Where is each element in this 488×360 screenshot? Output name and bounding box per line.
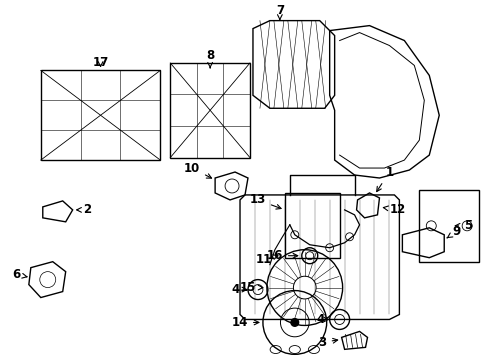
- Text: 15: 15: [239, 281, 263, 294]
- Bar: [41, 71, 160, 160]
- Text: 10: 10: [183, 162, 211, 178]
- Text: 8: 8: [205, 49, 214, 68]
- Text: 4: 4: [316, 313, 328, 326]
- Circle shape: [290, 319, 298, 326]
- Text: 17: 17: [92, 56, 108, 69]
- Text: 12: 12: [383, 203, 405, 216]
- Text: 4: 4: [231, 283, 246, 296]
- Text: 1: 1: [376, 166, 393, 192]
- Text: 5: 5: [454, 219, 471, 232]
- Bar: [285, 193, 339, 258]
- Text: 13: 13: [249, 193, 281, 209]
- Bar: [170, 63, 249, 158]
- Text: 14: 14: [231, 316, 258, 329]
- Bar: [419, 190, 478, 262]
- Text: 9: 9: [446, 225, 460, 238]
- Text: 11: 11: [255, 253, 278, 266]
- Text: 7: 7: [275, 4, 284, 20]
- Text: 2: 2: [77, 203, 92, 216]
- Text: 6: 6: [13, 268, 27, 281]
- Text: 16: 16: [266, 249, 297, 262]
- Text: 3: 3: [318, 336, 337, 349]
